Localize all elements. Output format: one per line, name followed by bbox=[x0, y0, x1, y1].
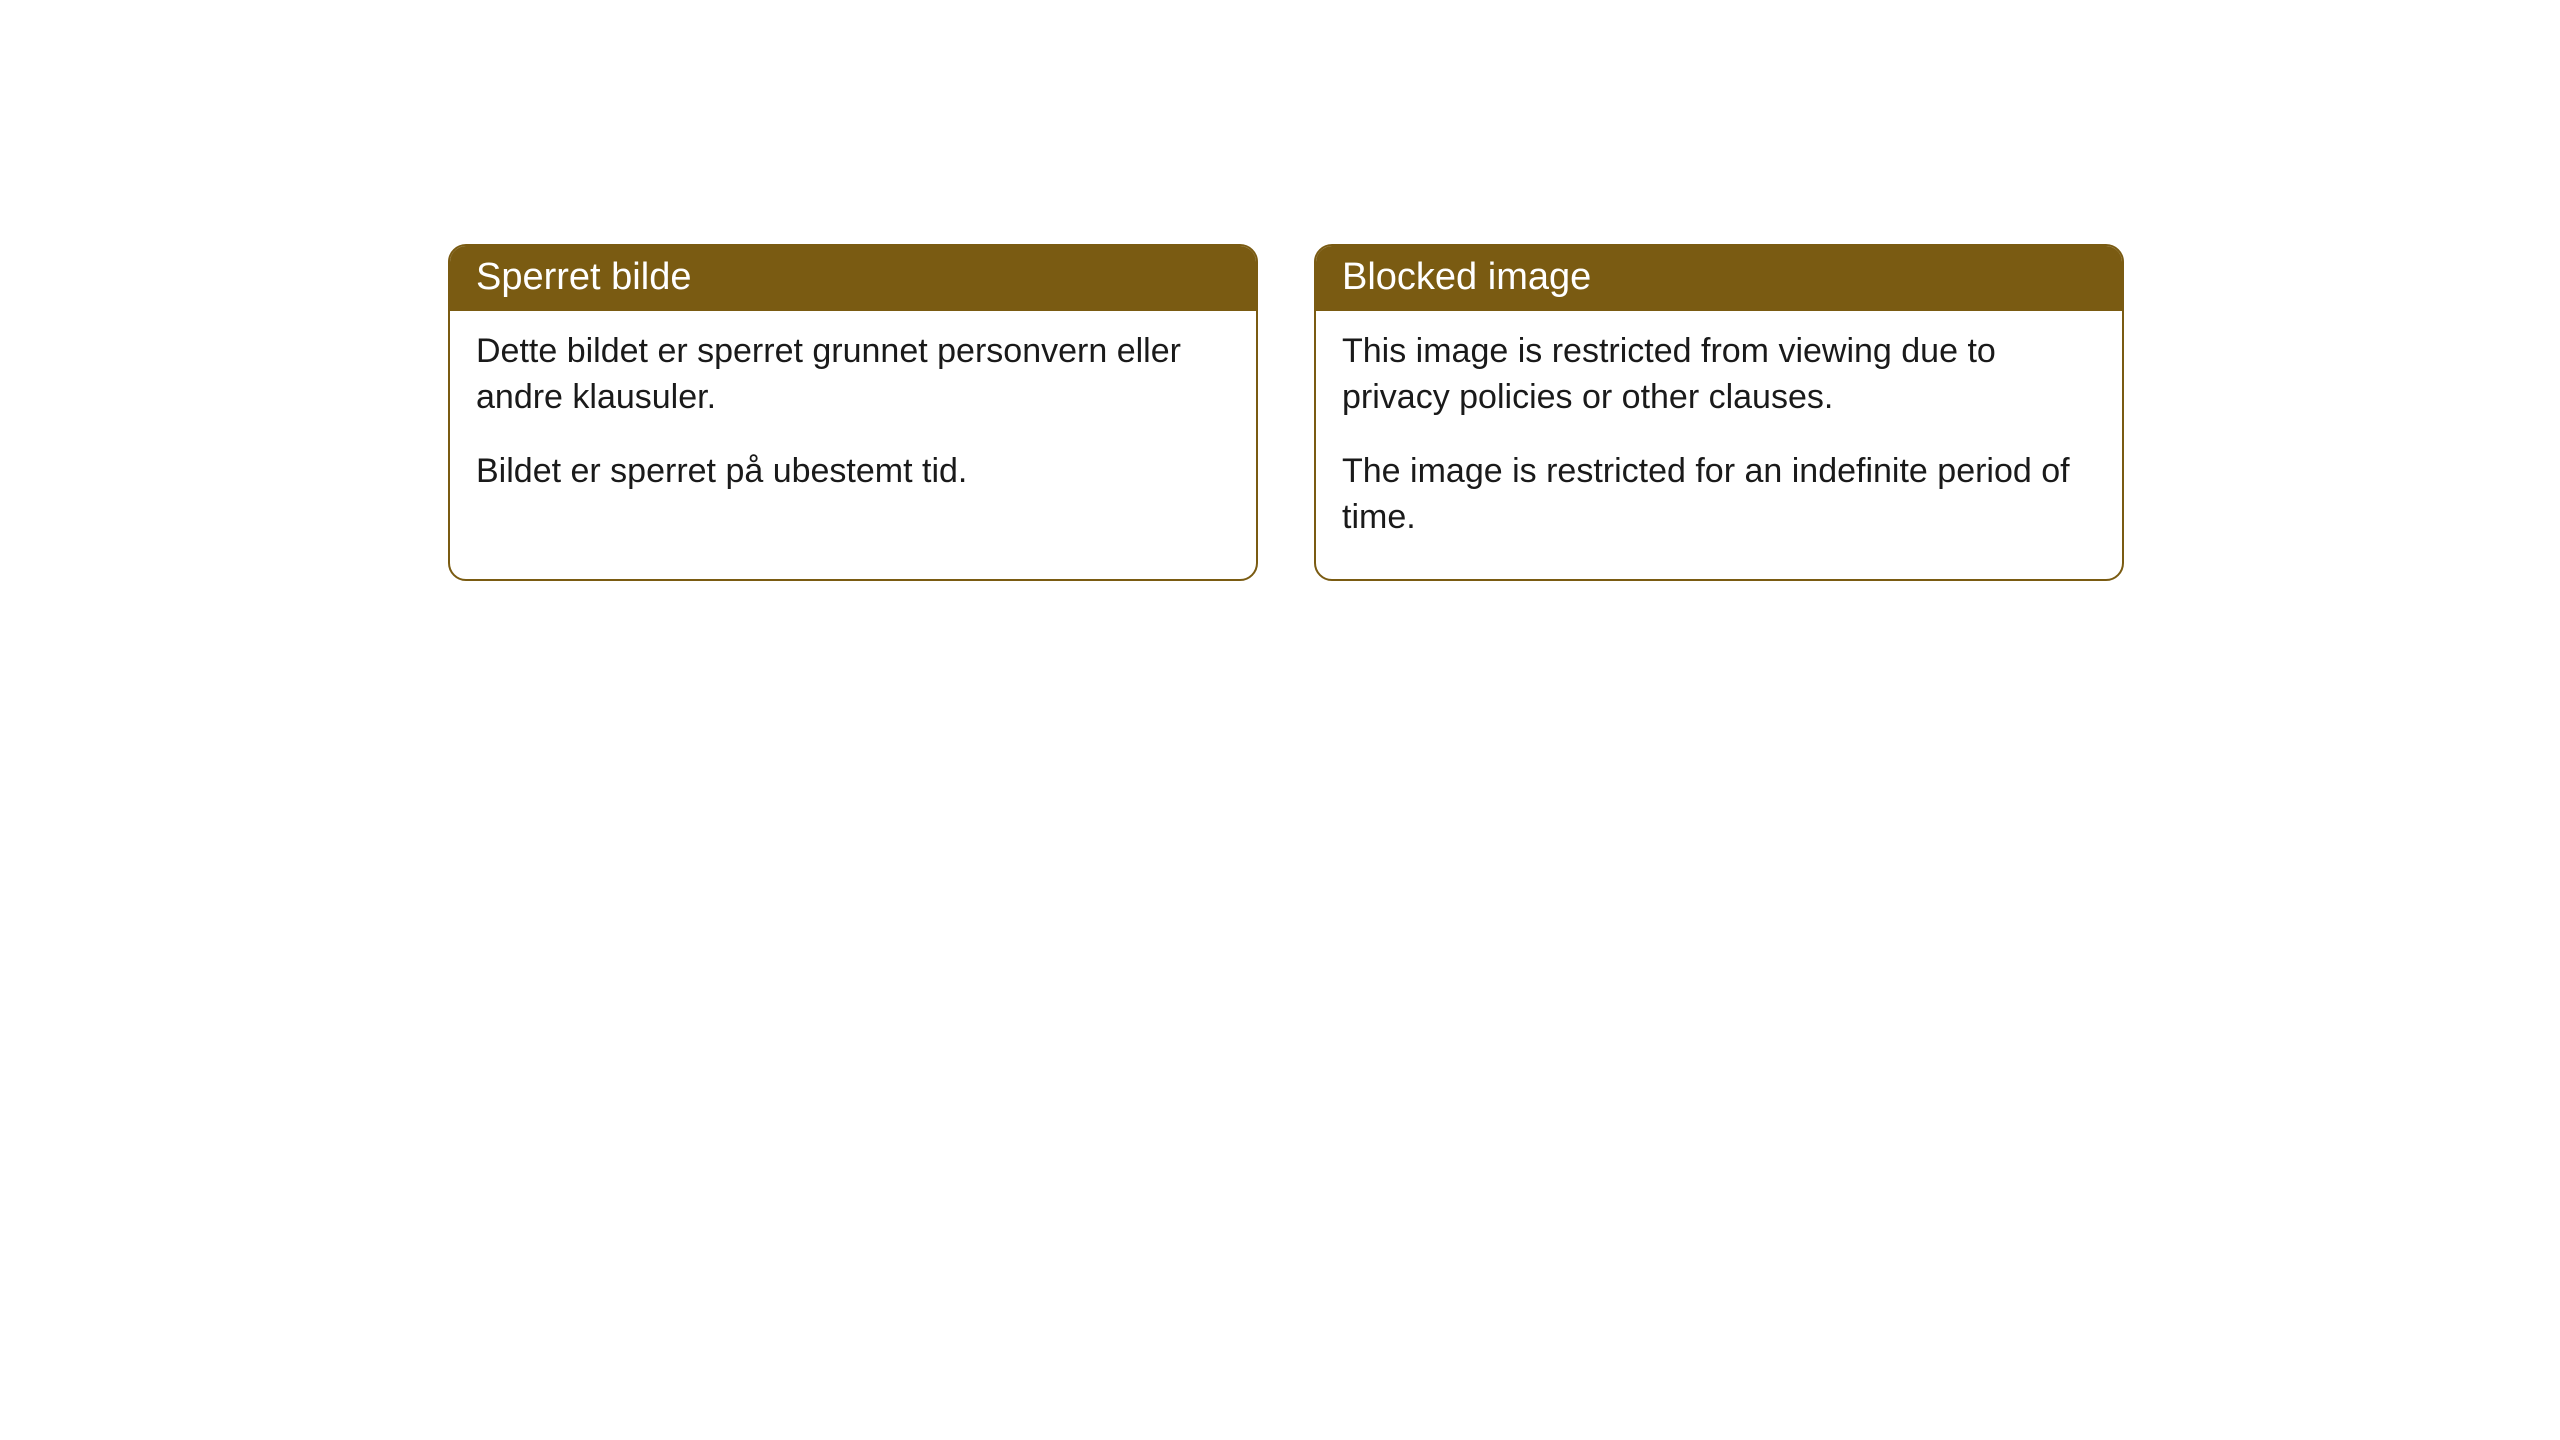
card-header: Sperret bilde bbox=[450, 246, 1256, 311]
card-paragraph: Bildet er sperret på ubestemt tid. bbox=[476, 449, 1230, 495]
card-body: Dette bildet er sperret grunnet personve… bbox=[450, 311, 1256, 533]
card-paragraph: This image is restricted from viewing du… bbox=[1342, 329, 2096, 421]
card-paragraph: The image is restricted for an indefinit… bbox=[1342, 449, 2096, 541]
card-header: Blocked image bbox=[1316, 246, 2122, 311]
card-body: This image is restricted from viewing du… bbox=[1316, 311, 2122, 579]
notice-cards-container: Sperret bilde Dette bildet er sperret gr… bbox=[448, 244, 2124, 581]
card-paragraph: Dette bildet er sperret grunnet personve… bbox=[476, 329, 1230, 421]
notice-card-norwegian: Sperret bilde Dette bildet er sperret gr… bbox=[448, 244, 1258, 581]
notice-card-english: Blocked image This image is restricted f… bbox=[1314, 244, 2124, 581]
